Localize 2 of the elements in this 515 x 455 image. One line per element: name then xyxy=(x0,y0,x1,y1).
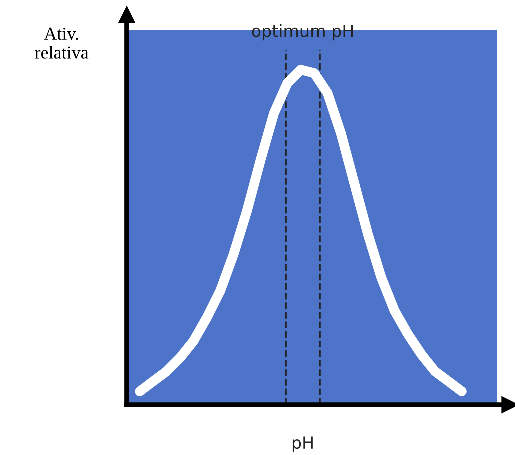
x-axis-title: pH xyxy=(292,436,313,452)
y-axis-title: Ativ. relativa xyxy=(35,28,89,59)
